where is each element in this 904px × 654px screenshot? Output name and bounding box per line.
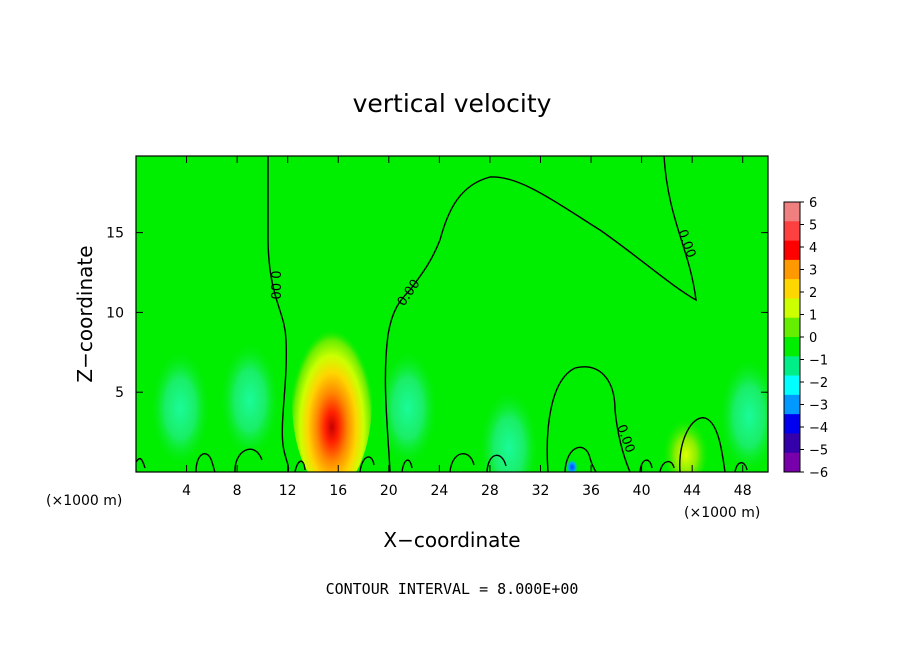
colorbar: 6 5 4 3 2 1 0 −1 −2 −3 −4 −5 −6 bbox=[783, 196, 828, 481]
colorbar-swatch bbox=[784, 202, 800, 222]
weak-updraft-core bbox=[663, 413, 708, 472]
colorbar-swatch bbox=[784, 279, 800, 299]
colorbar-swatch bbox=[784, 240, 800, 261]
downdraft-patch bbox=[221, 345, 278, 456]
colorbar-tick-label: −1 bbox=[809, 354, 828, 369]
x-tick-label: 32 bbox=[532, 483, 550, 499]
downdraft-core bbox=[566, 459, 579, 472]
x-tick-label: 24 bbox=[430, 483, 448, 499]
colorbar-swatch bbox=[784, 317, 800, 338]
colorbar-swatch bbox=[784, 298, 800, 319]
chart-title: vertical velocity bbox=[353, 89, 552, 118]
colorbar-swatch bbox=[784, 394, 800, 415]
colorbar-tick-label: 5 bbox=[809, 219, 817, 234]
colorbar-swatch bbox=[784, 337, 800, 357]
y-axis-title: Z−coordinate bbox=[73, 245, 97, 382]
zero-contour-west bbox=[267, 156, 290, 472]
colorbar-tick-label: −3 bbox=[809, 399, 828, 414]
colorbar-tick-label: 6 bbox=[809, 196, 817, 211]
x-axis-title: X−coordinate bbox=[383, 528, 520, 552]
colorbar-tick-label: 1 bbox=[809, 309, 817, 324]
y-tick-label: 10 bbox=[106, 305, 124, 321]
x-tick-label: 44 bbox=[683, 483, 701, 499]
x-tick-label: 40 bbox=[633, 483, 651, 499]
x-tick-label: 48 bbox=[734, 483, 752, 499]
x-tick-label: 12 bbox=[279, 483, 297, 499]
x-tick-label: 16 bbox=[329, 483, 347, 499]
downdraft-patch bbox=[152, 353, 209, 464]
downdraft-patch bbox=[721, 361, 768, 472]
colorbar-swatch bbox=[784, 414, 800, 434]
y-tick-label: 5 bbox=[115, 385, 124, 401]
colorbar-tick-label: 0 bbox=[809, 331, 817, 346]
colorbar-tick-label: 4 bbox=[809, 241, 817, 256]
x-tick-label: 8 bbox=[233, 483, 242, 499]
x-tick-label: 36 bbox=[582, 483, 600, 499]
x-unit-right: (×1000 m) bbox=[684, 505, 760, 521]
colorbar-swatch bbox=[784, 221, 800, 241]
plot-area: 0.00 0.000.000.00 bbox=[136, 156, 768, 472]
colorbar-swatch bbox=[784, 452, 800, 473]
colorbar-swatch bbox=[784, 356, 800, 376]
colorbar-tick-label: −4 bbox=[809, 421, 828, 436]
colorbar-tick-label: −5 bbox=[809, 444, 828, 459]
zero-contour-hill bbox=[546, 366, 631, 472]
downdraft-patch bbox=[480, 393, 537, 472]
zero-contour-ripples bbox=[136, 446, 748, 472]
colorbar-swatch bbox=[784, 433, 800, 454]
x-unit-left: (×1000 m) bbox=[46, 493, 122, 509]
contour-interval-note: CONTOUR INTERVAL = 8.000E+00 bbox=[326, 580, 579, 598]
colorbar-tick-label: −6 bbox=[809, 466, 828, 481]
colorbar-tick-label: 2 bbox=[809, 286, 817, 301]
zero-contour-central bbox=[384, 156, 697, 472]
updraft-core bbox=[291, 310, 372, 472]
downdraft-patch bbox=[379, 353, 436, 464]
x-tick-label: 28 bbox=[481, 483, 499, 499]
zero-contour-east-bump bbox=[679, 417, 726, 472]
colorbar-tick-label: −2 bbox=[809, 376, 828, 391]
plot-frame bbox=[135, 155, 769, 473]
y-tick-label: 15 bbox=[106, 226, 124, 242]
x-tick-label: 4 bbox=[182, 483, 191, 499]
x-tick-label: 20 bbox=[380, 483, 398, 499]
colorbar-swatch bbox=[784, 375, 800, 396]
colorbar-tick-label: 3 bbox=[809, 264, 817, 279]
colorbar-swatch bbox=[784, 259, 800, 280]
contour-label: 0.00 bbox=[267, 271, 282, 300]
